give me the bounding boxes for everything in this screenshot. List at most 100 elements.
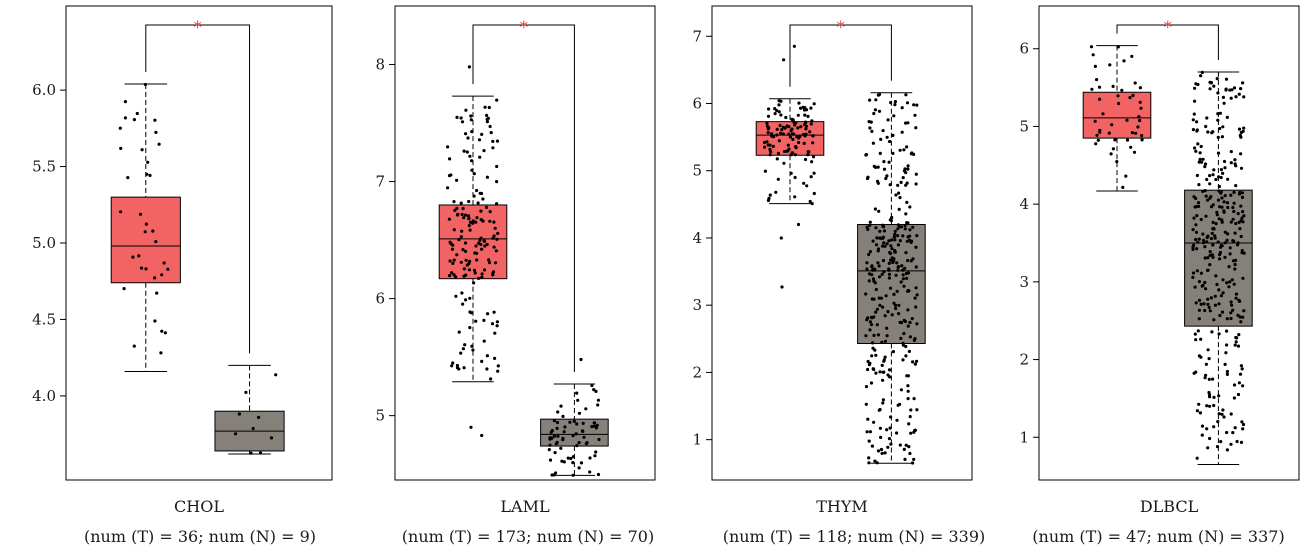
sample-point	[464, 249, 468, 253]
sample-point	[1122, 59, 1126, 63]
sample-point	[777, 103, 781, 107]
sample-point	[868, 220, 872, 224]
sample-point	[496, 364, 500, 368]
sample-point	[762, 145, 767, 149]
outlier-point	[782, 58, 786, 62]
sample-point	[904, 344, 908, 349]
sample-point	[1109, 152, 1113, 156]
sample-point	[1207, 377, 1211, 381]
sample-point	[914, 265, 918, 269]
sample-point	[447, 217, 451, 221]
sample-point	[1212, 395, 1216, 399]
sample-point	[903, 319, 908, 324]
sample-point	[870, 265, 874, 269]
sample-point	[874, 371, 878, 375]
sample-point	[566, 456, 570, 460]
sample-point	[902, 284, 906, 288]
sample-point	[550, 429, 554, 433]
sample-point	[1107, 131, 1111, 135]
sample-point	[473, 251, 477, 255]
sample-point	[1211, 203, 1215, 207]
sample-point	[1214, 274, 1218, 278]
sample-point	[1196, 240, 1200, 244]
sample-point	[1225, 238, 1229, 242]
sample-point	[552, 419, 557, 423]
sample-point	[790, 132, 794, 136]
sample-point	[1193, 285, 1197, 289]
sample-point	[864, 153, 869, 157]
sample-point	[470, 168, 474, 172]
sample-point	[452, 258, 456, 262]
sample-point	[1202, 238, 1206, 242]
outlier-point	[469, 425, 473, 429]
sample-point	[888, 183, 892, 187]
sample-point	[1211, 173, 1215, 177]
sample-point	[1205, 116, 1209, 120]
sample-point	[1215, 445, 1220, 449]
sample-point	[878, 236, 882, 240]
sample-point	[871, 367, 875, 371]
sample-point	[895, 289, 899, 293]
sample-point	[768, 143, 772, 147]
sample-point	[914, 172, 918, 176]
sample-point	[909, 408, 913, 412]
sample-point	[460, 229, 464, 233]
sample-point	[1233, 162, 1237, 166]
sample-point	[1241, 81, 1245, 85]
sample-point	[903, 266, 907, 270]
sample-point	[138, 212, 143, 216]
sample-point	[580, 429, 585, 433]
sample-point	[592, 421, 596, 425]
sample-point	[877, 264, 881, 268]
sample-point	[1232, 209, 1236, 214]
sample-point	[257, 415, 261, 419]
sample-point	[1215, 213, 1219, 217]
sample-point	[887, 239, 891, 243]
sample-points	[446, 65, 500, 438]
sample-point	[483, 105, 487, 109]
sample-point	[1121, 185, 1125, 189]
sample-point	[1229, 442, 1233, 446]
sample-point	[1208, 309, 1212, 313]
sample-point	[878, 151, 882, 155]
sample-points	[234, 373, 278, 455]
sample-point	[1199, 144, 1203, 149]
sample-point	[905, 239, 909, 243]
sample-point	[1218, 313, 1222, 318]
sample-point	[793, 175, 797, 180]
sample-point	[890, 247, 894, 251]
sample-point	[867, 439, 871, 443]
y-tick-label: 4	[1019, 195, 1029, 213]
sample-point	[1206, 348, 1210, 352]
sample-point	[482, 339, 486, 343]
sample-point	[1195, 456, 1199, 460]
sample-point	[1132, 150, 1137, 154]
sample-point	[1191, 228, 1195, 232]
sample-point	[1216, 198, 1221, 202]
sample-point	[872, 267, 876, 271]
sample-point	[1232, 239, 1236, 243]
sample-point	[461, 248, 465, 252]
sample-point	[796, 126, 800, 130]
sample-point	[469, 311, 473, 315]
sample-point	[1224, 77, 1229, 81]
sample-point	[785, 124, 789, 128]
sample-point	[1205, 177, 1209, 182]
sample-point	[490, 322, 495, 326]
sample-point	[450, 364, 454, 368]
significance-bracket	[789, 24, 892, 87]
sample-point	[914, 305, 918, 309]
sample-point	[1201, 232, 1205, 236]
sample-point	[1230, 88, 1234, 92]
sample-point	[1191, 275, 1195, 279]
sample-points	[1191, 70, 1246, 460]
sample-point	[897, 265, 901, 269]
sample-point	[461, 302, 465, 306]
sample-point	[899, 336, 903, 340]
sample-point	[1097, 85, 1102, 89]
sample-point	[460, 212, 464, 217]
sample-point	[911, 461, 915, 465]
sample-point	[132, 118, 136, 122]
sample-point	[864, 385, 869, 389]
sample-point	[1227, 265, 1231, 269]
